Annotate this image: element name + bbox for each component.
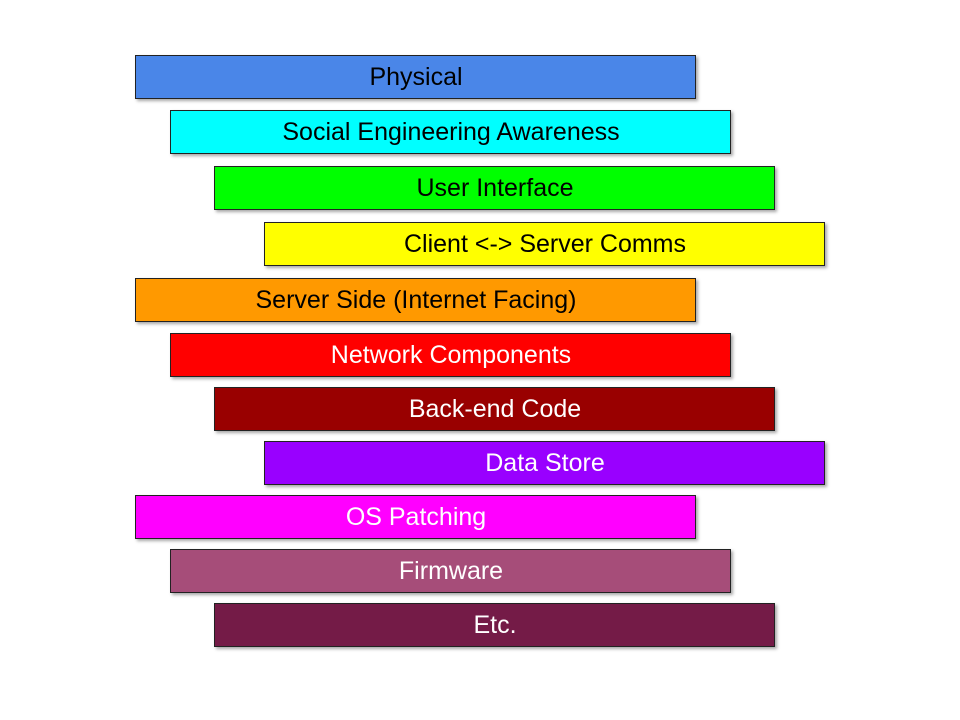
layer-label: Data Store [485,449,605,477]
layer-label: Client <-> Server Comms [403,230,687,258]
layer-client-server-comms: Client <-> Server Comms [264,222,825,266]
layer-label: Social Engineering Awareness [282,118,620,146]
layer-label: Network Components [330,341,572,369]
layer-physical: Physical [135,55,696,99]
layer-label: Firmware [398,557,504,585]
layer-label: OS Patching [345,503,487,531]
layer-firmware: Firmware [170,549,731,593]
layer-label: Physical [369,63,463,91]
layer-data-store: Data Store [264,441,825,485]
layer-label: Back-end Code [408,395,582,423]
layer-back-end-code: Back-end Code [214,387,775,431]
layer-network-components: Network Components [170,333,731,377]
layer-label: User Interface [416,174,574,202]
layer-etc: Etc. [214,603,775,647]
layer-os-patching: OS Patching [135,495,696,539]
layer-social-engineering-awareness: Social Engineering Awareness [170,110,731,154]
layer-user-interface: User Interface [214,166,775,210]
layer-server-side: Server Side (Internet Facing) [135,278,696,322]
layer-label: Etc. [473,611,517,639]
layer-label: Server Side (Internet Facing) [255,286,577,314]
